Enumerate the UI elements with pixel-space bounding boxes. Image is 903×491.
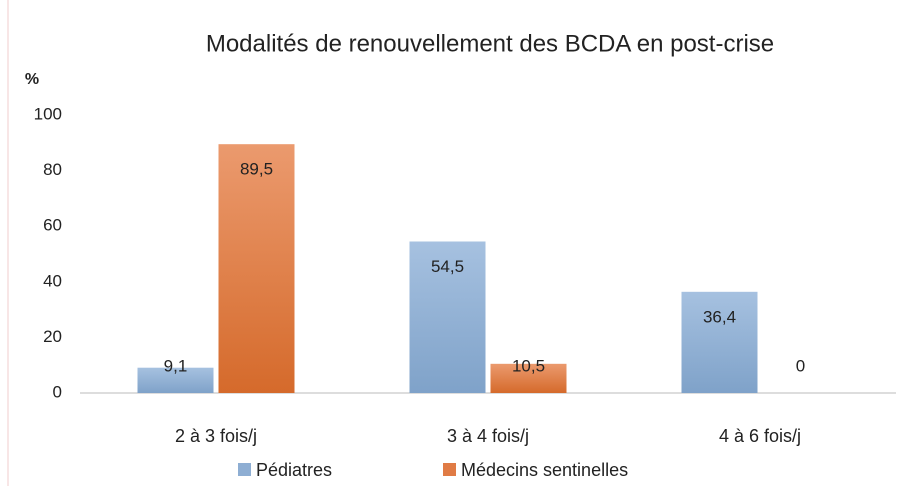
data-label: 0 — [796, 356, 805, 375]
y-tick-label: 100 — [34, 104, 62, 123]
y-tick-label: 40 — [43, 271, 62, 290]
bar — [218, 144, 295, 393]
x-tick-label: 3 à 4 fois/j — [447, 426, 529, 446]
data-label: 36,4 — [703, 307, 736, 326]
x-tick-label: 4 à 6 fois/j — [719, 426, 801, 446]
data-label: 9,1 — [164, 356, 188, 375]
chart-title: Modalités de renouvellement des BCDA en … — [206, 30, 774, 57]
bar — [137, 367, 214, 393]
x-tick-label: 2 à 3 fois/j — [175, 426, 257, 446]
data-label: 10,5 — [512, 356, 545, 375]
legend-label: Pédiatres — [256, 460, 332, 480]
y-tick-label: 20 — [43, 327, 62, 346]
y-tick-label: 0 — [53, 382, 62, 401]
data-label: 54,5 — [431, 257, 464, 276]
data-label: 89,5 — [240, 160, 273, 179]
legend-swatch — [443, 463, 456, 476]
bar — [409, 241, 486, 393]
bar — [681, 291, 758, 393]
y-axis-label: % — [25, 71, 39, 88]
y-tick-label: 80 — [43, 160, 62, 179]
legend-label: Médecins sentinelles — [461, 460, 628, 480]
legend-swatch — [238, 463, 251, 476]
bar — [490, 363, 567, 393]
y-tick-label: 60 — [43, 216, 62, 235]
